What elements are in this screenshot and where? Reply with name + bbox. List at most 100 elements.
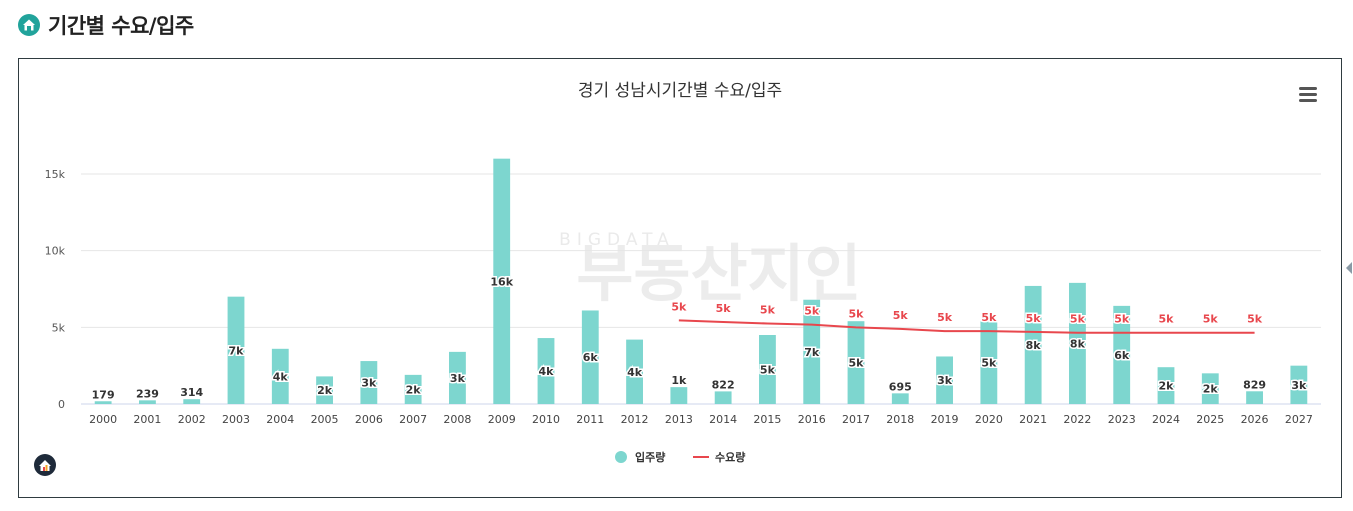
y-tick-label: 15k: [45, 168, 66, 181]
bar-data-label: 239: [136, 387, 159, 400]
watermark-main: 부동산지인: [576, 237, 861, 310]
x-tick-label: 2017: [842, 413, 870, 426]
x-tick-label: 2022: [1063, 413, 1091, 426]
bar[interactable]: [980, 321, 998, 404]
x-tick-label: 2013: [665, 413, 693, 426]
bar-data-label: 1k: [671, 374, 687, 387]
x-tick-label: 2027: [1285, 413, 1313, 426]
legend-item-move-in[interactable]: 입주량: [615, 451, 665, 464]
bar[interactable]: [714, 391, 732, 404]
hamburger-icon: [1299, 87, 1317, 102]
x-tick-label: 2007: [399, 413, 427, 426]
bar-data-label: 829: [1243, 378, 1266, 391]
legend-marker-circle: [615, 451, 627, 463]
bar-data-label: 179: [92, 388, 115, 401]
bar-data-label: 5k: [849, 357, 865, 370]
bar[interactable]: [1157, 367, 1175, 404]
x-tick-label: 2018: [886, 413, 914, 426]
chart-menu-button[interactable]: [1295, 85, 1321, 107]
bar[interactable]: [139, 400, 156, 404]
x-tick-label: 2014: [709, 413, 737, 426]
line-data-label: 5k: [671, 300, 687, 313]
watermark: BIGDATA 부동산지인: [559, 230, 861, 310]
x-tick-label: 2021: [1019, 413, 1047, 426]
bar-data-label: 3k: [361, 377, 377, 390]
bar-data-label: 8k: [1070, 337, 1086, 350]
bar[interactable]: [936, 356, 953, 404]
bar-data-label: 8k: [1026, 339, 1042, 352]
bar-data-label: 16k: [490, 275, 513, 288]
bar-data-label: 2k: [317, 384, 333, 397]
line-data-label: 5k: [893, 309, 909, 322]
line-data-label: 5k: [937, 311, 953, 324]
chart-title: 경기 성남시기간별 수요/입주: [578, 81, 782, 101]
page-title: 기간별 수요/입주: [48, 14, 194, 38]
bar[interactable]: [759, 335, 776, 404]
page-header: 기간별 수요/입주: [18, 10, 194, 40]
bar-data-label: 4k: [273, 370, 289, 383]
x-tick-label: 2011: [576, 413, 604, 426]
line-data-label: 5k: [1026, 312, 1042, 325]
x-tick-label: 2004: [266, 413, 294, 426]
bar[interactable]: [626, 339, 643, 404]
watermark-sub: BIGDATA: [559, 230, 675, 250]
bar-data-label: 2k: [406, 383, 422, 396]
bar-data-label: 3k: [937, 374, 953, 387]
bar[interactable]: [891, 393, 909, 404]
bar-data-label: 7k: [229, 344, 245, 357]
bar[interactable]: [227, 296, 245, 404]
bar[interactable]: [1113, 305, 1131, 404]
x-tick-label: 2003: [222, 413, 250, 426]
bar[interactable]: [1201, 373, 1219, 404]
bar[interactable]: [1246, 391, 1263, 404]
bar[interactable]: [581, 310, 599, 404]
collapse-arrow-icon[interactable]: [1346, 262, 1352, 274]
line-data-label: 5k: [1070, 313, 1086, 326]
bar[interactable]: [271, 348, 289, 404]
x-tick-label: 2008: [443, 413, 471, 426]
bar-data-label: 5k: [981, 357, 997, 370]
bar-data-label: 4k: [627, 366, 643, 379]
line-data-label: 5k: [760, 304, 776, 317]
bar[interactable]: [847, 321, 865, 404]
x-tick-label: 2023: [1108, 413, 1136, 426]
bar[interactable]: [316, 376, 333, 404]
line-data-label: 5k: [716, 302, 732, 315]
line-data-label: 5k: [849, 307, 865, 320]
x-tick-label: 2012: [621, 413, 649, 426]
bar-data-label: 314: [180, 386, 203, 399]
legend-item-demand[interactable]: 수요량: [693, 451, 745, 464]
bar-data-label: 2k: [1159, 380, 1175, 393]
legend-label: 입주량: [635, 451, 665, 464]
bar-data-label: 822: [712, 378, 735, 391]
site-logo-icon[interactable]: [34, 454, 56, 476]
bar[interactable]: [493, 158, 511, 404]
bar[interactable]: [1069, 282, 1086, 404]
x-tick-label: 2009: [488, 413, 516, 426]
bar[interactable]: [670, 387, 688, 404]
x-tick-label: 2001: [133, 413, 161, 426]
legend-label: 수요량: [715, 451, 745, 464]
bar[interactable]: [1024, 285, 1042, 404]
line-data-label: 5k: [1114, 313, 1130, 326]
bar[interactable]: [1290, 365, 1308, 404]
home-badge-icon: [18, 14, 40, 36]
x-tick-label: 2006: [355, 413, 383, 426]
y-tick-label: 0: [58, 398, 65, 411]
x-tick-label: 2010: [532, 413, 560, 426]
chart-panel: BIGDATA 부동산지인 경기 성남시기간별 수요/입주 179 239 314 7…: [18, 58, 1342, 498]
bar-data-label: 5k: [760, 364, 776, 377]
line-data-label: 5k: [1203, 313, 1219, 326]
y-tick-label: 10k: [45, 245, 66, 258]
bar[interactable]: [537, 338, 555, 404]
demand-line[interactable]: [678, 319, 1255, 334]
bar[interactable]: [183, 399, 201, 404]
bar[interactable]: [404, 374, 422, 404]
x-tick-label: 2002: [178, 413, 206, 426]
line-data-label: 5k: [804, 305, 820, 318]
bar-data-label: 2k: [1203, 383, 1219, 396]
bar[interactable]: [94, 401, 112, 404]
bar[interactable]: [360, 361, 378, 404]
x-tick-label: 2000: [89, 413, 117, 426]
bar[interactable]: [449, 351, 466, 404]
